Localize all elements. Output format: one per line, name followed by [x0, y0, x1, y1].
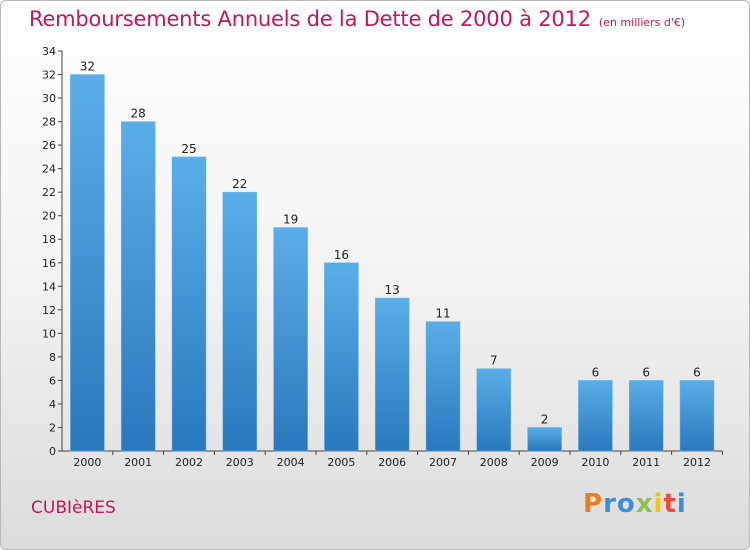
- logo-letter: i: [653, 489, 664, 519]
- x-tick-label: 2009: [531, 456, 559, 469]
- chart-title-text: Remboursements Annuels de la Dette de 20…: [29, 7, 591, 31]
- bar-value-label: 7: [490, 354, 498, 368]
- logo-letter: i: [676, 489, 687, 519]
- y-tick-label: 16: [42, 257, 56, 270]
- logo-letter: r: [603, 489, 617, 519]
- bar-value-label: 22: [232, 177, 247, 191]
- y-tick-label: 10: [42, 327, 56, 340]
- bar-value-label: 25: [181, 142, 196, 156]
- y-tick-label: 30: [42, 92, 56, 105]
- logo-letter: P: [583, 489, 604, 519]
- y-tick-label: 14: [42, 280, 56, 293]
- x-tick-label: 2002: [175, 456, 203, 469]
- y-tick-label: 12: [42, 304, 56, 317]
- y-tick-label: 24: [42, 163, 56, 176]
- x-tick-label: 2004: [277, 456, 305, 469]
- logo-letter: o: [616, 489, 636, 519]
- bar-2010: [578, 380, 613, 452]
- bar-value-label: 32: [80, 60, 95, 74]
- y-tick-label: 22: [42, 186, 56, 199]
- bar-2002: [171, 156, 207, 452]
- x-tick-label: 2007: [429, 456, 457, 469]
- logo-letter: t: [663, 489, 677, 519]
- chart-unit: (en milliers d'€): [598, 16, 686, 29]
- x-tick-label: 2001: [124, 456, 152, 469]
- bar-2005: [324, 262, 359, 452]
- bar-value-label: 11: [435, 307, 450, 321]
- bar-2006: [374, 297, 410, 452]
- y-tick-label: 2: [49, 421, 56, 434]
- bar-value-label: 16: [334, 248, 349, 262]
- city-name: CUBIèRES: [31, 498, 116, 518]
- x-tick-label: 2011: [632, 456, 660, 469]
- x-tick-label: 2006: [378, 456, 406, 469]
- bar-2003: [222, 191, 258, 452]
- x-tick-label: 2000: [73, 456, 101, 469]
- bar-value-label: 6: [693, 365, 701, 379]
- proxiti-logo[interactable]: Proxiti: [583, 489, 687, 519]
- y-tick-label: 34: [42, 45, 56, 58]
- y-tick-label: 32: [42, 69, 56, 82]
- x-tick-label: 2005: [327, 456, 355, 469]
- bar-value-label: 28: [131, 107, 146, 121]
- y-tick-label: 0: [49, 445, 56, 458]
- bar-2007: [425, 321, 461, 452]
- bar-2001: [120, 121, 156, 452]
- bar-2011: [628, 380, 664, 452]
- y-tick-label: 6: [49, 374, 56, 387]
- y-tick-label: 20: [42, 210, 56, 223]
- bar-2004: [273, 227, 308, 452]
- bar-value-label: 19: [283, 212, 298, 226]
- x-tick-label: 2008: [480, 456, 508, 469]
- y-tick-label: 28: [42, 116, 56, 129]
- bar-value-label: 2: [541, 412, 549, 426]
- y-tick-label: 4: [49, 398, 56, 411]
- logo-letter: x: [635, 489, 654, 519]
- bar-2008: [476, 368, 512, 452]
- y-tick-label: 8: [49, 351, 56, 364]
- x-tick-label: 2010: [581, 456, 609, 469]
- chart-title: Remboursements Annuels de la Dette de 20…: [29, 7, 685, 31]
- y-tick-label: 18: [42, 233, 56, 246]
- bar-value-label: 13: [385, 283, 400, 297]
- bar-value-label: 6: [642, 365, 650, 379]
- bar-2012: [679, 380, 715, 452]
- bar-2009: [527, 427, 562, 452]
- x-tick-label: 2012: [683, 456, 711, 469]
- bars: 32 28 25 22 19 16 13 11 7 2 6 6 6: [70, 60, 715, 452]
- y-tick-label: 26: [42, 139, 56, 152]
- bar-value-label: 6: [592, 365, 600, 379]
- x-tick-label: 2003: [226, 456, 254, 469]
- bar-2000: [70, 74, 105, 452]
